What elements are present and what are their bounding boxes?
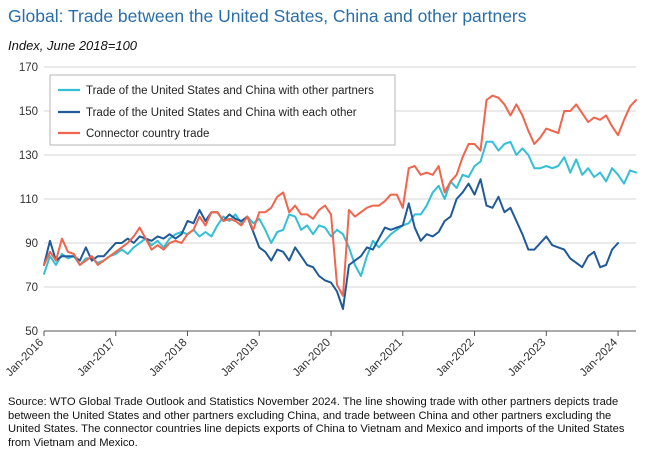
line-chart: 50 70 90 110 130 150 170 Jan-2016 Jan-2017 Jan-20… [4,62,637,379]
x-tick-label-Jan-2023: Jan-2023 [506,337,548,379]
series-line-each-other [43,178,620,310]
legend-label-each-other: Trade of the United States and China wit… [86,107,357,119]
y-tick-label-110: 110 [20,194,38,206]
series-layer [43,94,637,310]
y-tick-label-90: 90 [25,238,38,250]
legend: Trade of the United States and China wit… [49,74,396,146]
series-line-connector [43,94,637,297]
x-tick-label-Jan-2020: Jan-2020 [291,337,333,379]
y-tick-label-50: 50 [25,326,38,338]
unit-label: Index, June 2018=100 [8,38,138,53]
y-tick-label-150: 150 [19,106,38,118]
chart-title: Global: Trade between the United States,… [8,6,527,26]
legend-box [49,74,396,146]
x-tick-label-Jan-2016: Jan-2016 [4,337,46,379]
grid-layer [44,66,636,288]
x-tick-label-Jan-2018: Jan-2018 [147,337,189,379]
y-tick-label-170: 170 [19,62,38,74]
x-tick-label-Jan-2024: Jan-2024 [578,336,621,379]
source-note: Source: WTO Global Trade Outlook and Sta… [8,396,625,449]
legend-label-connector: Connector country trade [86,128,209,140]
x-tick-label-Jan-2019: Jan-2019 [219,337,261,379]
y-tick-label-70: 70 [25,282,38,294]
x-tick-label-Jan-2021: Jan-2021 [363,337,405,379]
series-line-other-partners [43,140,637,277]
x-tick-label-Jan-2017: Jan-2017 [75,337,117,379]
x-tick-label-Jan-2022: Jan-2022 [434,337,476,379]
y-tick-label-130: 130 [19,150,38,162]
legend-label-other-partners: Trade of the United States and China wit… [86,85,374,97]
